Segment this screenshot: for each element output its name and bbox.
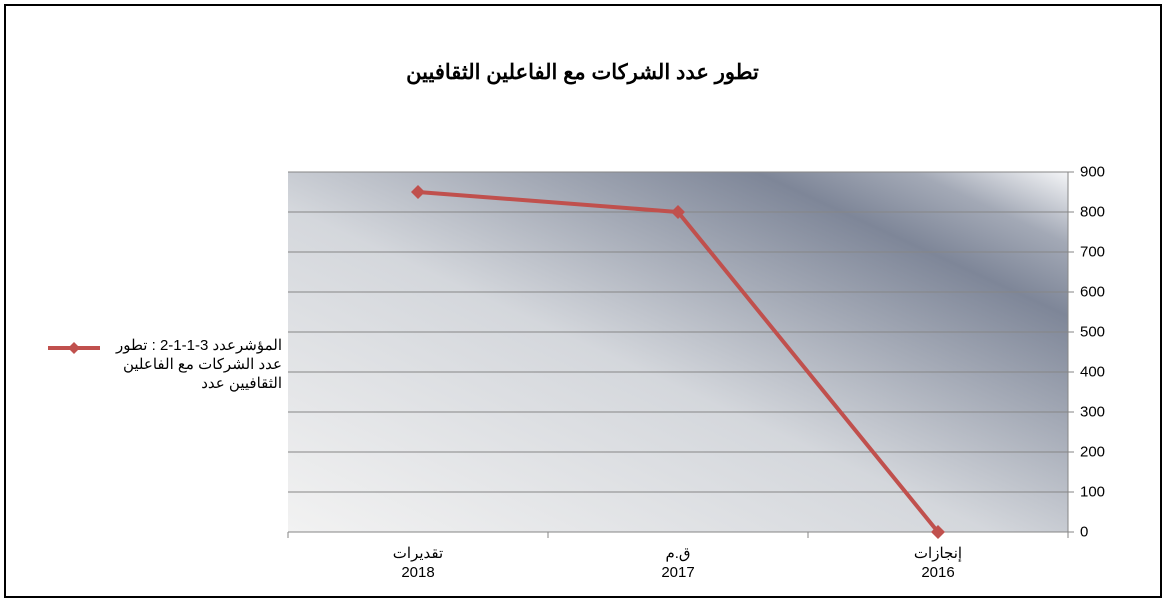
y-tick-label: 600 (1080, 283, 1106, 301)
y-tick-label: 200 (1080, 443, 1106, 461)
y-tick-label: 800 (1080, 203, 1106, 221)
y-tick-label: 0 (1080, 523, 1089, 541)
data-point (671, 205, 685, 219)
plot-area (288, 172, 1068, 532)
x-tick-label: ق.م 2017 (661, 545, 695, 581)
y-tick-label: 400 (1080, 363, 1106, 381)
data-point (931, 525, 945, 539)
legend-marker (68, 342, 80, 354)
y-tick-label: 500 (1080, 323, 1106, 341)
y-tick-label: 300 (1080, 403, 1106, 421)
data-point (411, 185, 425, 199)
chart-title: تطور عدد الشركات مع الفاعلين الثقافيين (406, 61, 759, 84)
legend-label: المؤشرعدد 3-1-1-2 : تطور عدد الشركات مع … (115, 337, 282, 392)
y-tick-label: 100 (1080, 483, 1106, 501)
x-tick-label: تقديرات 2018 (392, 545, 444, 581)
x-tick-label: إنجازات 2016 (913, 545, 963, 581)
y-tick-label: 700 (1080, 243, 1106, 261)
y-tick-label: 900 (1080, 163, 1106, 181)
